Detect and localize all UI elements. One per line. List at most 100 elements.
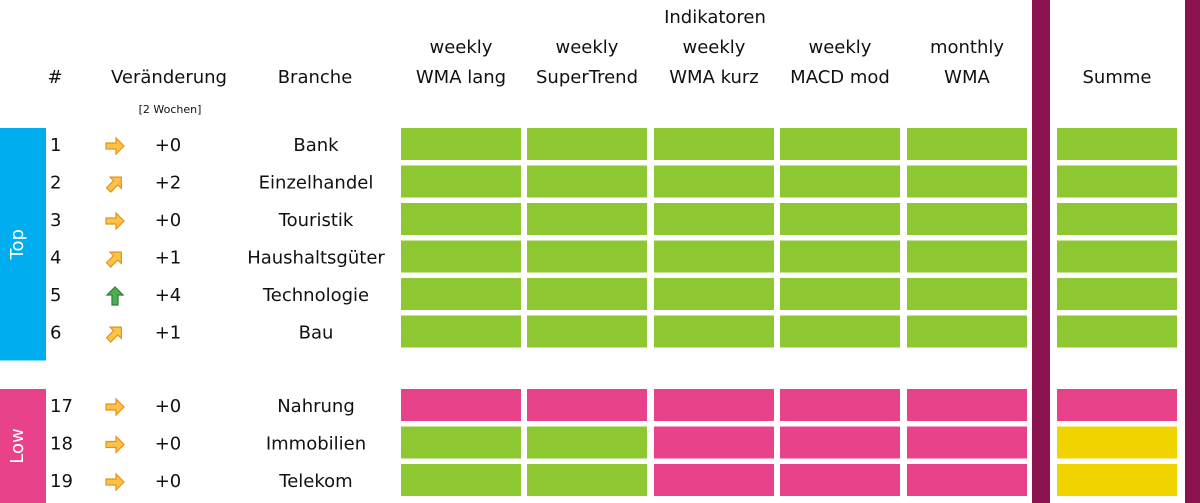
rank: 4	[50, 248, 61, 269]
change: +0	[155, 210, 182, 231]
change-header: Veränderung	[111, 67, 227, 88]
change-note: [2 Wochen]	[139, 103, 202, 116]
rank-header: #	[47, 67, 62, 88]
signal-cell	[654, 389, 774, 421]
signal-cell	[401, 464, 521, 496]
trend-arrow	[105, 176, 122, 193]
signal-cell	[907, 464, 1027, 496]
column-header: weekly	[809, 37, 872, 58]
signal-cell	[527, 203, 647, 235]
signal-cell	[401, 240, 521, 273]
sector: Bau	[299, 323, 334, 344]
sector: Nahrung	[277, 396, 355, 417]
rank: 18	[50, 434, 73, 455]
signal-cell	[780, 389, 900, 421]
change: +0	[155, 396, 182, 417]
signal-cell	[401, 426, 521, 459]
signal-cell	[780, 203, 900, 235]
signal-cell	[780, 315, 900, 348]
signal-cell	[527, 464, 647, 496]
group-label: Top	[7, 229, 28, 260]
trend-arrow	[105, 326, 122, 343]
change: +1	[155, 323, 182, 344]
change: +2	[155, 173, 182, 194]
signal-cell	[780, 464, 900, 496]
signal-cell	[907, 426, 1027, 459]
sector: Telekom	[278, 471, 352, 492]
signal-cell	[780, 165, 900, 198]
signal-cell	[780, 128, 900, 160]
signal-cell	[1057, 315, 1177, 348]
sector: Touristik	[278, 210, 354, 231]
signal-cell	[401, 128, 521, 160]
signal-cell	[907, 278, 1027, 310]
sector: Einzelhandel	[259, 173, 374, 194]
trend-arrow	[105, 397, 125, 417]
signal-cell	[1057, 203, 1177, 235]
column-header: weekly	[430, 37, 493, 58]
rank: 1	[50, 135, 61, 156]
signal-cell	[401, 165, 521, 198]
column-header: MACD mod	[790, 67, 890, 88]
signal-cell	[654, 278, 774, 310]
column-header: WMA	[944, 67, 990, 88]
trend-arrow	[105, 435, 125, 454]
signal-cell	[654, 464, 774, 496]
trend-arrow	[105, 251, 122, 268]
signal-cell	[1057, 278, 1177, 310]
trend-arrow	[105, 136, 125, 156]
trend-arrow	[105, 472, 125, 492]
column-header: weekly	[683, 37, 746, 58]
signal-cell	[527, 315, 647, 348]
sector: Technologie	[262, 285, 369, 306]
signal-cell	[401, 278, 521, 310]
signal-cell	[401, 389, 521, 421]
signal-cell	[1057, 389, 1177, 421]
column-header: WMA kurz	[669, 67, 759, 88]
rank: 6	[50, 323, 61, 344]
change: +0	[155, 135, 182, 156]
signal-cell	[780, 240, 900, 273]
signal-cell	[1057, 165, 1177, 198]
column-header: weekly	[556, 37, 619, 58]
group-label: Low	[7, 428, 28, 463]
group-band	[0, 389, 46, 503]
signal-cell	[401, 203, 521, 235]
signal-cell	[1057, 426, 1177, 459]
group-header: Indikatoren	[664, 7, 766, 28]
sector: Bank	[293, 135, 339, 156]
column-header: monthly	[930, 37, 1004, 58]
signal-cell	[654, 128, 774, 160]
change: +4	[155, 285, 182, 306]
divider	[1185, 0, 1200, 503]
signal-cell	[907, 389, 1027, 421]
signal-cell	[654, 203, 774, 235]
signal-cell	[401, 315, 521, 348]
trend-arrow	[105, 286, 125, 306]
sector: Immobilien	[266, 434, 366, 455]
change: +0	[155, 471, 182, 492]
signal-cell	[654, 315, 774, 348]
signal-cell	[654, 165, 774, 198]
trend-arrow	[105, 211, 125, 231]
signal-cell	[907, 203, 1027, 235]
change: +1	[155, 248, 182, 269]
rank: 3	[50, 210, 61, 231]
rank: 19	[50, 471, 73, 492]
signal-cell	[654, 240, 774, 273]
signal-cell	[1057, 128, 1177, 160]
signal-cell	[907, 315, 1027, 348]
rank: 17	[50, 396, 73, 417]
signal-cell	[527, 389, 647, 421]
column-header: WMA lang	[416, 67, 506, 88]
signal-cell	[527, 165, 647, 198]
signal-cell	[527, 128, 647, 160]
signal-cell	[907, 165, 1027, 198]
sector: Haushaltsgüter	[247, 248, 385, 269]
signal-cell	[527, 278, 647, 310]
sector-header: Branche	[278, 67, 353, 88]
rank: 2	[50, 173, 61, 194]
signal-cell	[1057, 464, 1177, 496]
signal-cell	[907, 128, 1027, 160]
